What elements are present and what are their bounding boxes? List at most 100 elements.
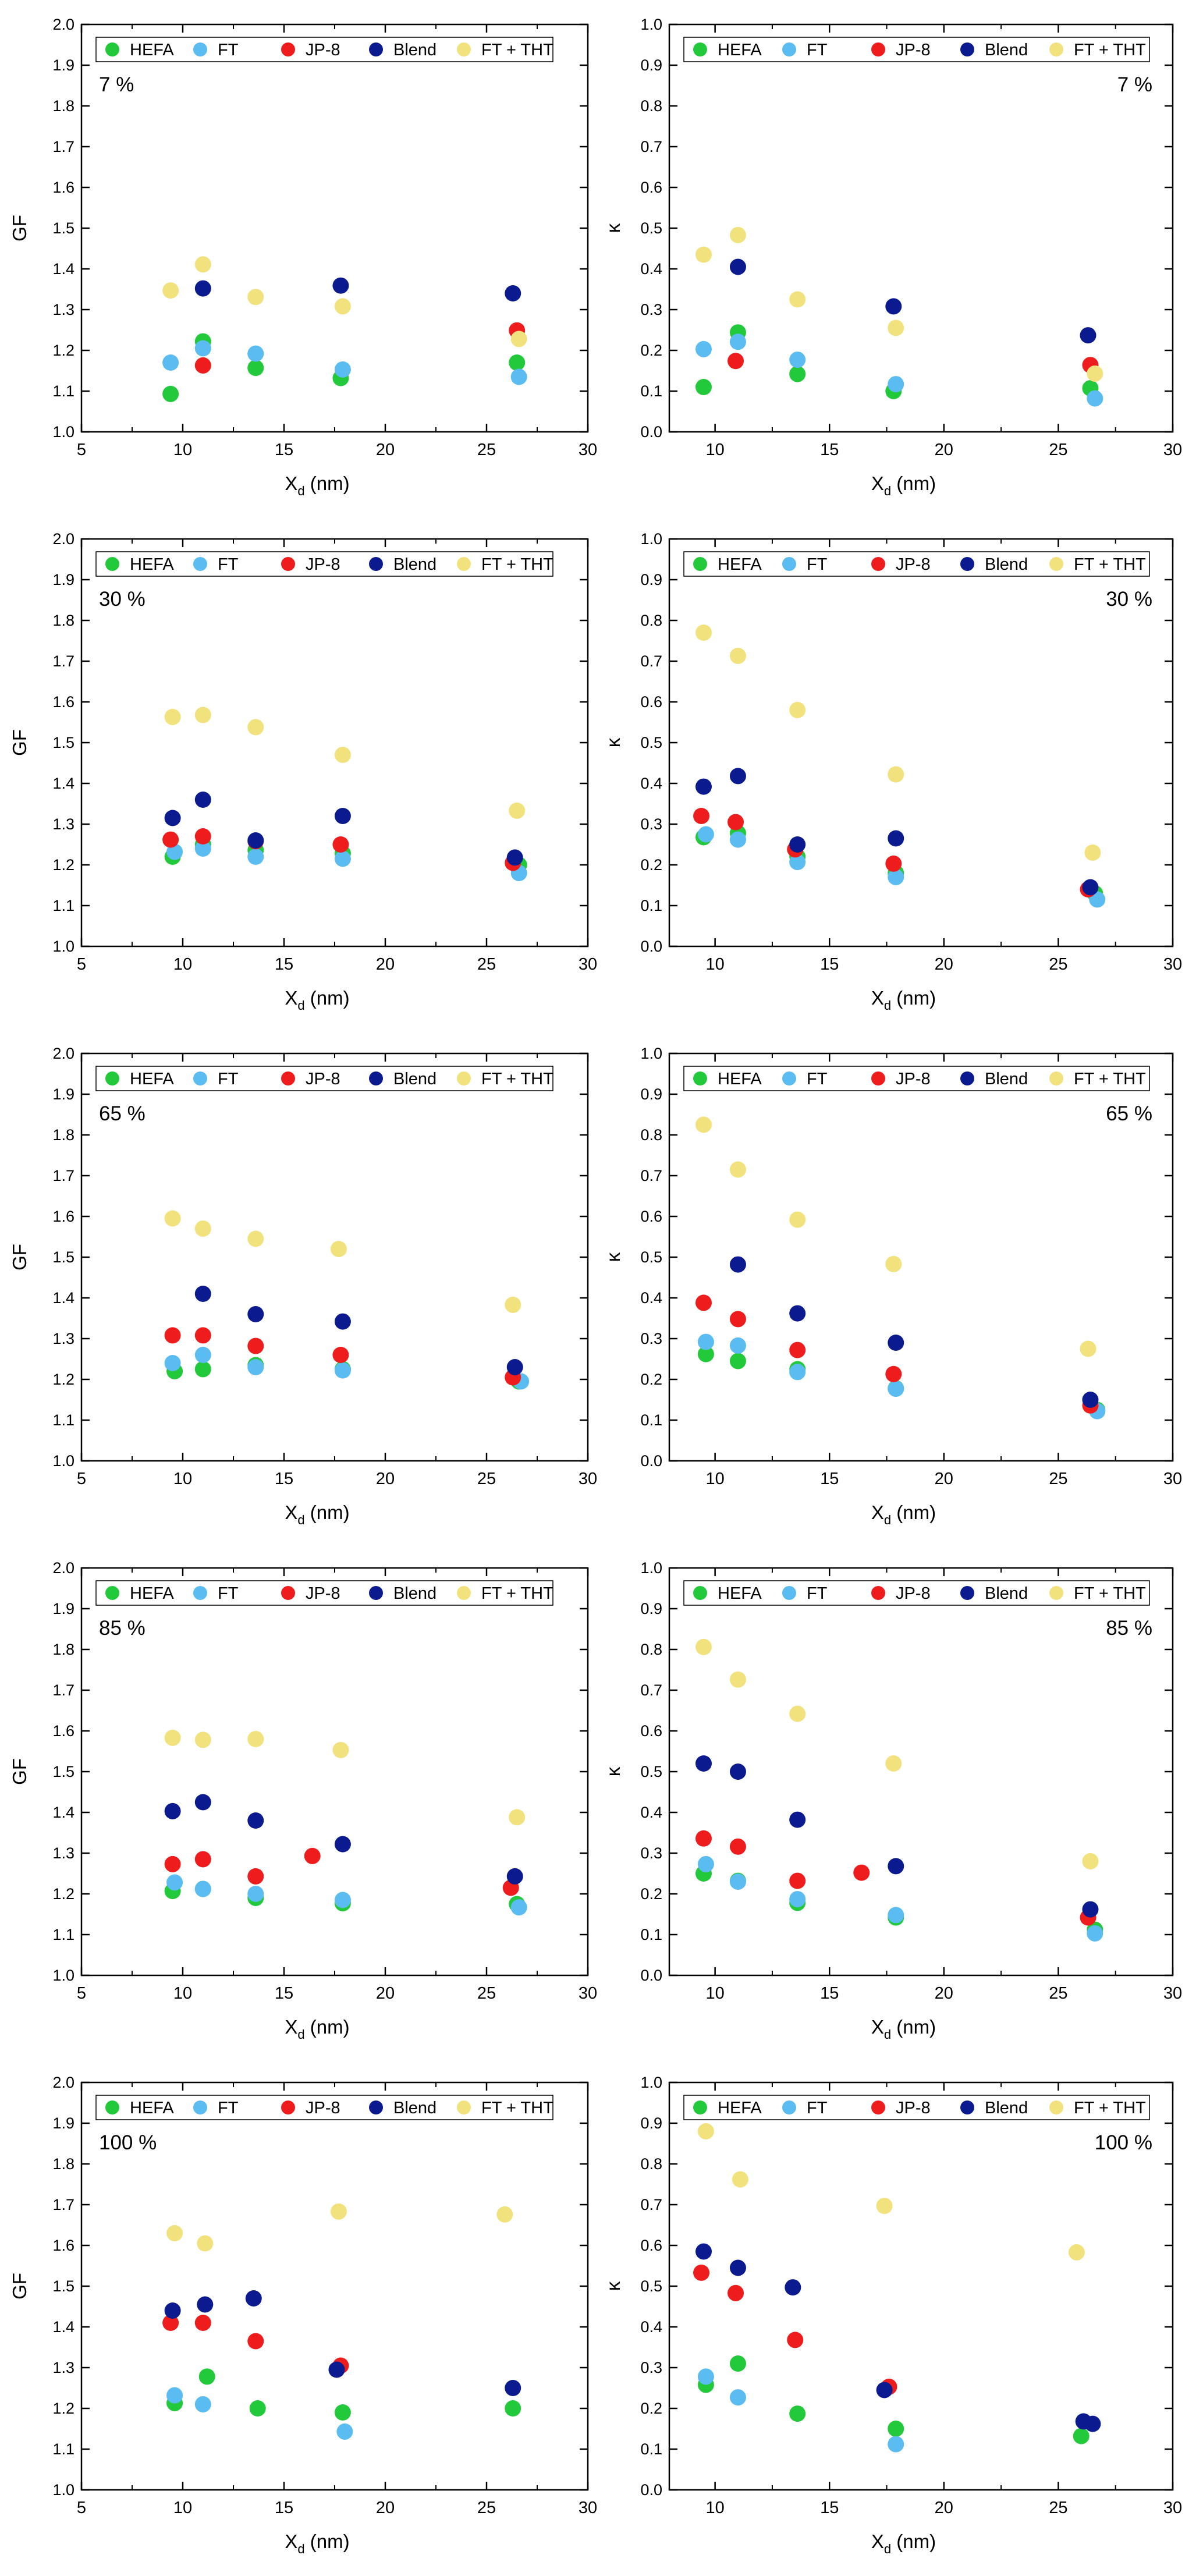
data-point	[247, 2333, 264, 2350]
data-point	[332, 1741, 349, 1758]
legend-label: Blend	[393, 1584, 437, 1603]
x-axis-label: Xd (nm)	[871, 2016, 936, 2042]
legend-box	[95, 1066, 553, 1091]
panel-annotation: 85 %	[1106, 1617, 1152, 1640]
legend-marker	[782, 557, 796, 571]
y-tick-label: 1.8	[52, 612, 74, 629]
y-axis-label: GF	[9, 2273, 30, 2300]
data-point	[695, 1638, 712, 1655]
y-tick-label: 0.6	[640, 179, 662, 196]
panel-annotation: 100 %	[1095, 2131, 1152, 2154]
legend-box	[95, 2095, 553, 2120]
data-point	[729, 831, 746, 848]
legend-marker	[369, 1586, 383, 1600]
legend-label: FT + THT	[481, 2099, 553, 2117]
data-point	[194, 840, 211, 857]
y-tick-label: 0.9	[640, 1085, 662, 1103]
panel-annotation: 85 %	[99, 1617, 146, 1640]
legend-marker	[105, 2100, 119, 2114]
data-point	[505, 285, 521, 301]
data-point	[194, 1851, 211, 1868]
series-blend	[164, 792, 523, 866]
x-tick-label: 30	[579, 955, 597, 974]
data-point	[509, 802, 526, 819]
series-blend	[164, 1794, 523, 1885]
data-point	[729, 258, 746, 275]
x-tick-label: 10	[706, 2499, 725, 2517]
series-blend	[729, 258, 1096, 344]
x-tick-label: 25	[1049, 441, 1067, 459]
legend-box	[683, 2095, 1150, 2120]
x-axis-label: Xd (nm)	[285, 2531, 349, 2556]
data-point	[506, 1359, 523, 1375]
x-axis-label: Xd (nm)	[285, 1502, 349, 1527]
series-ft	[162, 340, 527, 385]
data-point	[888, 1381, 904, 1397]
legend-label: HEFA	[130, 1070, 174, 1088]
y-tick-label: 0.0	[640, 423, 662, 441]
x-tick-label: 25	[1049, 1984, 1067, 2003]
series-ft-tht	[697, 2123, 1085, 2261]
legend-marker	[281, 2100, 295, 2114]
y-axis-label: κ	[602, 2281, 624, 2291]
x-tick-label: 25	[1049, 955, 1067, 974]
data-point	[695, 778, 712, 795]
x-tick-label: 30	[579, 1984, 597, 2003]
y-tick-label: 1.9	[52, 2114, 74, 2132]
data-point	[1068, 2244, 1085, 2261]
data-point	[728, 814, 744, 831]
legend-marker	[871, 2100, 885, 2114]
data-point	[334, 1836, 351, 1853]
data-point	[729, 768, 746, 785]
y-tick-label: 1.6	[52, 1208, 74, 1225]
legend-marker	[457, 557, 471, 571]
y-tick-label: 1.4	[52, 260, 74, 278]
legend-marker	[105, 42, 119, 56]
data-point	[789, 1342, 806, 1358]
legend-label: FT	[218, 1584, 239, 1603]
y-tick-label: 0.0	[640, 938, 662, 955]
y-tick-label: 1.5	[52, 219, 74, 237]
y-tick-label: 0.6	[640, 2237, 662, 2254]
y-tick-label: 1.3	[52, 1844, 74, 1862]
data-point	[789, 1872, 806, 1889]
data-point	[194, 256, 211, 273]
y-tick-label: 0.7	[640, 138, 662, 155]
panel-gf-65-: 1.0 1.1 1.2 1.3 1.4 1.5 1.6 1.7 1.8 1.9 2.0 5 10 15 20…	[9, 1045, 597, 1527]
legend-marker	[960, 2100, 974, 2114]
data-point	[247, 1306, 264, 1322]
series-ft	[697, 826, 1106, 908]
data-point	[885, 298, 902, 315]
series-jp-8	[728, 353, 1099, 374]
data-point	[1087, 390, 1103, 407]
y-tick-label: 1.3	[52, 2359, 74, 2376]
data-point	[164, 1327, 181, 1344]
legend-marker	[193, 1586, 207, 1600]
legend-marker	[871, 42, 885, 56]
y-tick-label: 0.3	[640, 1844, 662, 1862]
data-point	[506, 1868, 523, 1885]
y-tick-label: 0.5	[640, 1248, 662, 1266]
x-axis-label: Xd (nm)	[285, 473, 349, 498]
data-point	[334, 747, 351, 763]
data-point	[697, 1855, 714, 1872]
data-point	[885, 855, 902, 872]
data-point	[1084, 845, 1101, 861]
legend-label: JP-8	[896, 555, 931, 574]
panel-annotation: 30 %	[99, 588, 146, 611]
data-point	[164, 1803, 181, 1819]
data-point	[334, 1362, 351, 1379]
legend-label: FT	[218, 41, 239, 59]
y-tick-label: 0.0	[640, 2481, 662, 2499]
data-point	[166, 2387, 183, 2404]
y-tick-label: 0.6	[640, 693, 662, 711]
y-tick-label: 1.8	[52, 1126, 74, 1144]
data-point	[247, 345, 264, 362]
data-point	[162, 831, 179, 848]
legend-marker	[105, 1586, 119, 1600]
x-tick-label: 15	[820, 1984, 839, 2003]
legend-label: FT + THT	[481, 1584, 553, 1603]
y-tick-label: 1.1	[52, 382, 74, 400]
data-point	[729, 333, 746, 350]
y-tick-label: 2.0	[52, 16, 74, 33]
